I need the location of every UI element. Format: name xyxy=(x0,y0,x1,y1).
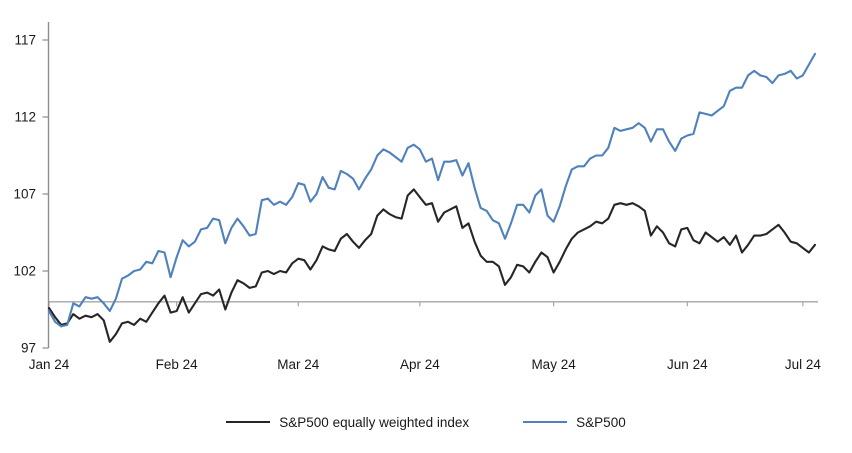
legend-item-equal-weight: S&P500 equally weighted index xyxy=(226,415,469,430)
legend-swatch-sp500 xyxy=(523,421,568,423)
y-tick-label: 102 xyxy=(13,264,36,279)
y-tick-label: 107 xyxy=(13,187,36,202)
x-tick-label: Jan 24 xyxy=(29,357,70,372)
x-tick-label: May 24 xyxy=(531,357,576,372)
legend: S&P500 equally weighted index S&P500 xyxy=(0,411,852,433)
legend-item-sp500: S&P500 xyxy=(523,415,626,430)
x-tick-label: Mar 24 xyxy=(277,357,320,372)
x-tick-label: Jul 24 xyxy=(785,357,822,372)
x-tick-label: Jun 24 xyxy=(667,357,708,372)
legend-label-sp500: S&P500 xyxy=(576,414,626,430)
y-tick-label: 117 xyxy=(14,33,36,48)
sp500-line xyxy=(47,52,817,328)
equal-weight-line xyxy=(47,188,817,343)
x-tick-label: Apr 24 xyxy=(400,357,440,372)
y-tick-label: 112 xyxy=(14,110,36,125)
legend-swatch-equal-weight xyxy=(226,421,271,423)
x-tick-label: Feb 24 xyxy=(156,357,199,372)
y-tick-label: 97 xyxy=(21,341,36,356)
legend-label-equal-weight: S&P500 equally weighted index xyxy=(279,414,470,430)
